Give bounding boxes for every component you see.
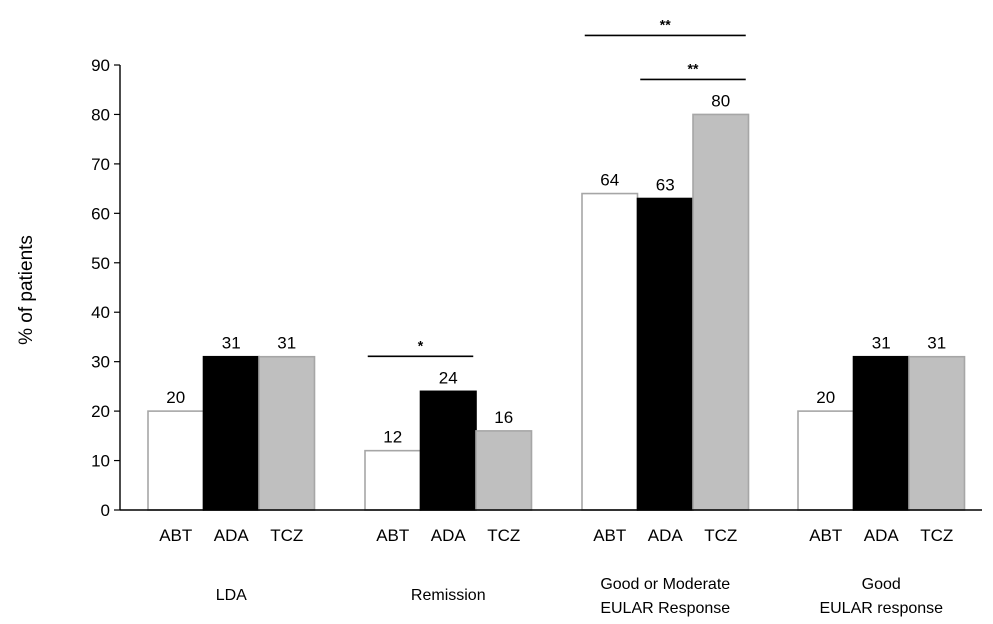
significance-markers: ***** (367, 16, 746, 358)
value-label: 20 (816, 388, 835, 407)
group-label: Good or Moderate (600, 576, 730, 593)
group-label: LDA (216, 587, 247, 604)
x-tick-label: ABT (376, 526, 409, 545)
y-tick-label: 70 (91, 155, 110, 174)
x-tick-label: TCZ (704, 526, 737, 545)
y-tick-label: 40 (91, 303, 110, 322)
group-label: EULAR Response (600, 600, 730, 617)
value-label: 20 (166, 388, 185, 407)
value-label: 31 (222, 334, 241, 353)
bar (364, 449, 422, 511)
value-label: 31 (277, 334, 296, 353)
y-tick-label: 20 (91, 402, 110, 421)
group-label: EULAR response (819, 600, 943, 617)
significance-label: ** (660, 16, 671, 32)
x-tick-label: ADA (648, 526, 684, 545)
value-label: 16 (494, 408, 513, 427)
bar (202, 355, 260, 511)
bar (797, 410, 855, 511)
bar (852, 355, 910, 511)
y-tick-label: 30 (91, 353, 110, 372)
value-label: 80 (711, 91, 730, 110)
bar (636, 197, 694, 511)
value-label: 63 (656, 176, 675, 195)
value-label: 12 (383, 428, 402, 447)
bar (475, 430, 533, 511)
bars (147, 113, 966, 511)
y-tick-label: 0 (101, 501, 110, 520)
x-tick-label: ADA (214, 526, 250, 545)
x-tick-label: TCZ (487, 526, 520, 545)
significance-label: * (418, 337, 424, 353)
y-tick-label: 10 (91, 452, 110, 471)
y-tick-label: 60 (91, 204, 110, 223)
group-label: Good (862, 576, 901, 593)
bar (258, 355, 316, 511)
x-tick-label: ABT (809, 526, 842, 545)
x-tick-label: ADA (864, 526, 900, 545)
x-tick-label: ADA (431, 526, 467, 545)
value-label: 24 (439, 368, 458, 387)
value-label: 64 (600, 171, 619, 190)
y-tick-label: 50 (91, 254, 110, 273)
x-tick-label: ABT (593, 526, 626, 545)
value-label: 31 (927, 334, 946, 353)
y-axis-label: % of patients (16, 235, 37, 345)
x-tick-label: TCZ (270, 526, 303, 545)
axes (119, 65, 982, 511)
x-tick-label: TCZ (920, 526, 953, 545)
value-label: 31 (872, 334, 891, 353)
labels: 20 ABT 31 ADA 31 TCZ LDA 12 ABT 24 ADA 16 TCZ Remissi… (159, 91, 953, 617)
y-tick-label: 90 (91, 56, 110, 75)
bar (692, 113, 750, 511)
bar (147, 410, 205, 511)
bar (419, 390, 477, 511)
bar (908, 355, 966, 511)
y-axis-ticks: 0 10 20 30 40 50 60 70 80 90 (91, 56, 120, 520)
bar (581, 192, 639, 511)
significance-label: ** (688, 60, 699, 76)
x-tick-label: ABT (159, 526, 192, 545)
group-label: Remission (411, 587, 486, 604)
y-tick-label: 80 (91, 105, 110, 124)
